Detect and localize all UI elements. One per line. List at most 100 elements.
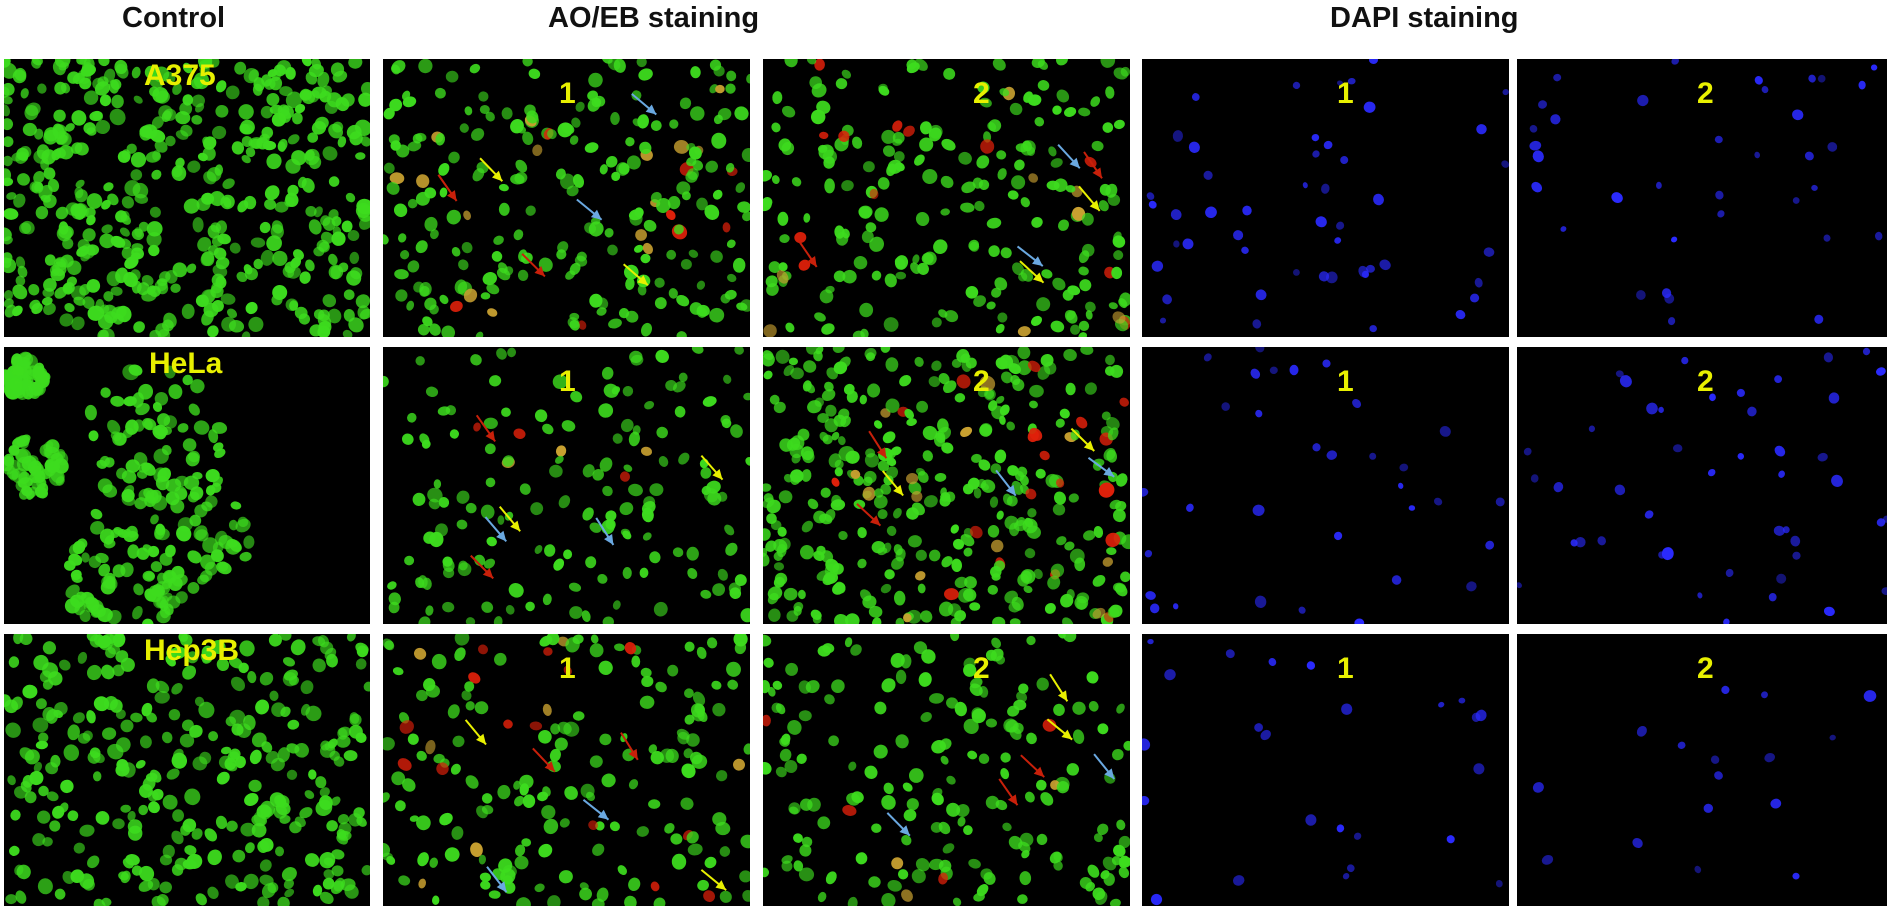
cell: [142, 570, 155, 582]
cell: [494, 652, 507, 666]
cell: [248, 779, 262, 793]
cell: [86, 634, 98, 642]
cell: [79, 609, 91, 623]
nucleus: [1476, 124, 1487, 135]
cell: [283, 669, 298, 681]
cell: [798, 680, 811, 694]
cell: [602, 59, 613, 64]
cell: [763, 370, 773, 380]
cell: [415, 132, 427, 142]
cell: [766, 283, 779, 296]
cell: [1121, 534, 1130, 550]
cell: [868, 876, 881, 888]
cell-image: [1146, 59, 1509, 333]
cell: [515, 125, 527, 134]
cell: [1005, 719, 1019, 733]
nucleus: [1614, 484, 1626, 496]
cell: [392, 667, 404, 676]
nucleus: [1170, 209, 1182, 221]
cell: [205, 495, 218, 508]
cell: [1029, 384, 1044, 398]
cell: [213, 247, 227, 260]
cell: [1097, 723, 1109, 735]
cell: [407, 141, 422, 152]
cell: [17, 173, 30, 186]
indicator-arrowhead: [604, 533, 614, 545]
cell: [989, 496, 999, 508]
cell: [1098, 482, 1115, 498]
nucleus: [1703, 803, 1713, 813]
cell: [514, 855, 529, 870]
cell: [514, 844, 526, 857]
cell: [901, 835, 912, 846]
nucleus: [1342, 873, 1350, 880]
cell: [513, 780, 521, 790]
cell: [7, 775, 16, 786]
cell: [971, 453, 982, 463]
cell: [146, 221, 163, 237]
cell: [769, 394, 780, 405]
cell: [112, 432, 127, 446]
cell: [479, 872, 491, 882]
cell: [605, 518, 616, 530]
cell: [631, 90, 642, 101]
cell: [908, 768, 924, 783]
cell: [940, 208, 950, 216]
cell: [43, 302, 56, 316]
cell: [331, 231, 346, 246]
cell: [946, 697, 959, 709]
indicator-arrowhead: [597, 809, 609, 820]
micrograph-hela-dapi-1: 1: [1142, 347, 1509, 624]
micrograph-a375-aoeb-1: 1: [383, 59, 750, 337]
cell: [481, 601, 494, 613]
cell: [855, 852, 868, 865]
nucleus: [1776, 573, 1787, 584]
cell: [630, 354, 644, 366]
cell: [801, 520, 814, 533]
cell: [150, 561, 163, 573]
cell: [666, 249, 677, 260]
cell: [202, 136, 211, 147]
cell: [950, 524, 960, 534]
cell: [446, 209, 461, 225]
cell: [431, 895, 440, 905]
cell: [4, 208, 19, 220]
cell: [1035, 468, 1046, 479]
cell: [743, 743, 750, 755]
cell: [294, 306, 308, 320]
cell-line-label: HeLa: [149, 347, 223, 380]
cell: [443, 567, 455, 579]
micrograph-a375-dapi-2: 2: [1517, 59, 1887, 337]
cell: [697, 879, 709, 891]
cell: [299, 807, 313, 819]
cell: [514, 172, 528, 184]
cell: [712, 703, 726, 717]
cell: [348, 317, 364, 333]
cell: [191, 94, 205, 108]
cell: [1052, 503, 1066, 516]
cell: [892, 138, 903, 146]
cell: [850, 469, 861, 479]
cell: [824, 178, 835, 194]
cell: [274, 201, 289, 213]
cell: [102, 484, 118, 498]
cell: [471, 128, 485, 141]
nucleus: [1774, 375, 1783, 384]
cell: [165, 135, 176, 147]
cell: [196, 197, 211, 211]
cell: [513, 428, 526, 439]
cell: [619, 471, 631, 482]
cell: [1056, 536, 1067, 546]
indicator-arrowhead: [1061, 729, 1073, 740]
cell: [877, 177, 890, 190]
cell: [692, 691, 706, 706]
cell: [171, 864, 184, 876]
cell: [951, 558, 963, 572]
cell: [402, 90, 411, 101]
cell: [184, 788, 201, 806]
cell: [59, 659, 71, 671]
cell: [669, 119, 679, 129]
cell: [436, 762, 449, 775]
micrograph-a375-aoeb-2: 2: [763, 59, 1130, 337]
cell: [564, 786, 578, 800]
